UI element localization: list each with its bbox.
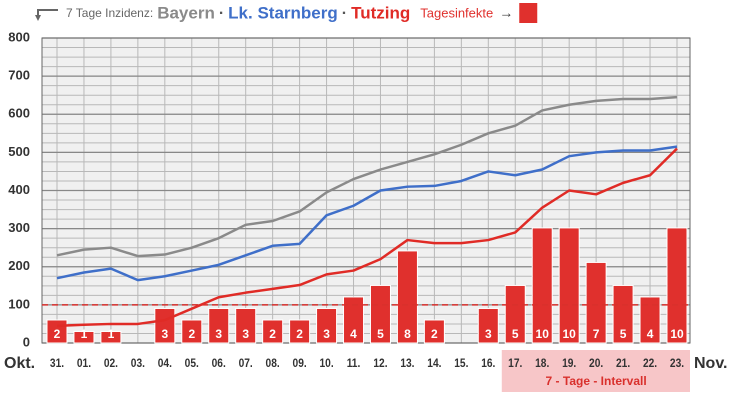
legend-entry: Lk. Starnberg [228,3,338,22]
header-arrow [37,9,58,18]
value-label: 7 [593,327,600,341]
value-label: 3 [485,327,492,341]
y-tick-label: 200 [8,258,30,273]
value-label: 1 [108,327,115,341]
x-tick-label: 14. [427,357,441,370]
labels: 7 - Tage - Intervall 0 100 200 300 400 500 600 7… [4,29,727,388]
x-tick-label: 20. [589,357,603,370]
bar [639,296,661,344]
value-label: 2 [431,327,438,341]
x-tick-label: 12. [373,357,387,370]
x-tick-label: 03. [131,357,145,370]
x-tick-label: 02. [104,357,118,370]
x-tick-label: 15. [454,357,468,370]
bar [423,319,445,344]
line-series [56,145,678,282]
value-label: 3 [161,327,168,341]
x-tick-label: 04. [158,357,172,370]
bar [100,330,122,344]
legend-entry: Bayern [157,3,215,22]
bar [558,227,580,344]
value-label: 10 [670,327,684,341]
line-series [56,95,678,258]
value-label: 2 [269,327,276,341]
x-start-label: Okt. [4,355,35,372]
legend-separator: · [342,5,347,22]
legend-arrow: → [499,5,513,21]
value-label: 8 [404,327,411,341]
x-tick-label: 08. [266,357,280,370]
plot-border [41,37,691,344]
line-series [56,147,678,328]
bar [396,250,418,344]
bar [531,227,553,344]
bar [612,284,634,344]
value-label: 5 [620,327,627,341]
bar [585,261,607,344]
x-tick-label: 13. [400,357,414,370]
x-tick-label: 17. [508,357,522,370]
x-tick-label: 06. [212,357,226,370]
highlight-band [501,350,690,392]
x-tick-label: 16. [481,357,495,370]
x-tick-label: 31. [50,357,64,370]
y-tick-label: 500 [8,144,30,159]
x-tick-label: 18. [535,357,549,370]
bar [504,284,526,344]
y-tick-label: 0 [23,334,30,349]
value-label: 2 [54,327,61,341]
x-tick-label: 23. [670,357,684,370]
bar [208,307,230,344]
legend-swatch [519,3,538,23]
value-label: 3 [215,327,222,341]
value-label: 3 [242,327,249,341]
bar [73,330,95,344]
x-tick-label: 07. [239,357,253,370]
x-tick-label: 01. [77,357,91,370]
x-tick-label: 22. [643,357,657,370]
value-label: 2 [188,327,195,341]
bar [181,319,203,344]
x-tick-label: 10. [319,357,333,370]
legend-entry: Tutzing [351,3,410,22]
x-tick-label: 21. [616,357,630,370]
bar [262,319,284,344]
x-tick-label: 09. [293,357,307,370]
legend-title: 7 Tage Inzidenz: [66,6,153,20]
legend-separator: · [219,5,224,22]
y-tick-label: 400 [8,182,30,197]
bar [289,319,311,344]
highlight-label: 7 - Tage - Intervall [546,374,647,388]
y-tick-label: 600 [8,106,30,121]
value-label: 10 [562,327,576,341]
y-tick-label: 700 [8,68,30,83]
value-label: 1 [81,327,88,341]
bar [477,307,499,344]
value-label: 5 [512,327,519,341]
value-label: 10 [536,327,550,341]
bar [316,307,338,344]
value-label: 4 [350,327,357,341]
y-tick-label: 300 [8,220,30,235]
header-arrow-head [35,15,41,21]
x-tick-label: 05. [185,357,199,370]
grid [41,37,691,344]
value-label: 2 [296,327,303,341]
y-tick-label: 800 [8,29,30,44]
value-label: 4 [647,327,654,341]
bar [666,227,688,344]
legend-entry: Tagesinfekte [420,5,493,20]
bar [343,296,365,344]
marks [42,95,690,344]
x-end-label: Nov. [694,355,727,372]
x-tick-label: 19. [562,357,576,370]
bar [369,284,391,344]
value-label: 5 [377,327,384,341]
y-tick-label: 100 [8,296,30,311]
value-label: 3 [323,327,330,341]
x-tick-label: 11. [347,357,361,370]
bar [235,307,257,344]
